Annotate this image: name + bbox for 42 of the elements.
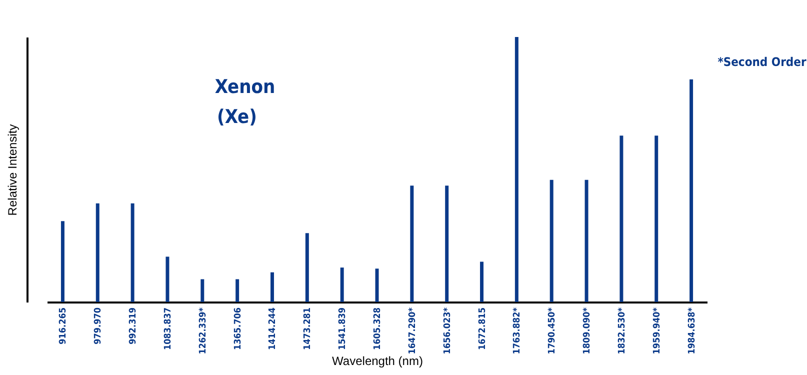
x-tick-label: 1832.530*: [617, 306, 628, 354]
bar: [166, 256, 170, 302]
bar: [200, 279, 204, 302]
bar: [550, 180, 554, 302]
bar: [270, 272, 274, 302]
text: *Second Order: [718, 55, 807, 69]
x-tick-label: 1605.328: [373, 307, 383, 350]
x-axis-title: Wavelength (nm): [332, 354, 423, 368]
x-tick-label: 979.970: [94, 307, 104, 344]
bar: [305, 233, 309, 302]
bar: [584, 180, 588, 302]
y-axis-title: Relative Intensity: [6, 124, 20, 216]
x-tick-label: 916.265: [58, 307, 69, 344]
bar: [410, 186, 414, 302]
x-tick-label: 1473.281: [303, 307, 314, 350]
bar: [130, 203, 134, 302]
bar: [340, 268, 344, 302]
bar: [654, 136, 658, 302]
bar: [236, 279, 240, 302]
x-tick-label: 1809.090*: [582, 306, 593, 354]
bar: [480, 262, 484, 302]
x-tick-label: 992.319: [128, 307, 139, 344]
x-tick-label: 1365.706: [233, 307, 244, 350]
bar: [690, 79, 694, 302]
bar: [445, 186, 449, 302]
x-tick-label: 1790.450*: [548, 306, 558, 354]
x-tick-label: 1262.339*: [198, 306, 208, 354]
x-tick-label: 1541.839: [338, 307, 348, 350]
annotation: (Xe): [217, 106, 257, 128]
x-tick-label: 1959.940*: [652, 306, 662, 354]
x-tick-label: 1656.023*: [442, 306, 453, 354]
x-tick-label: 1984.638*: [687, 306, 698, 354]
annotation: Xenon: [214, 76, 276, 98]
bar: [514, 37, 518, 302]
x-tick-label: 1647.290*: [408, 306, 418, 354]
bar: [96, 203, 100, 302]
x-tick-label: 1672.815: [478, 307, 488, 350]
x-tick-label: 1083.837: [163, 308, 174, 350]
bar: [620, 136, 624, 302]
bar: [60, 221, 64, 302]
x-tick-label: 1414.244: [268, 307, 278, 350]
x-tick-label: 1763.882*: [512, 306, 523, 354]
